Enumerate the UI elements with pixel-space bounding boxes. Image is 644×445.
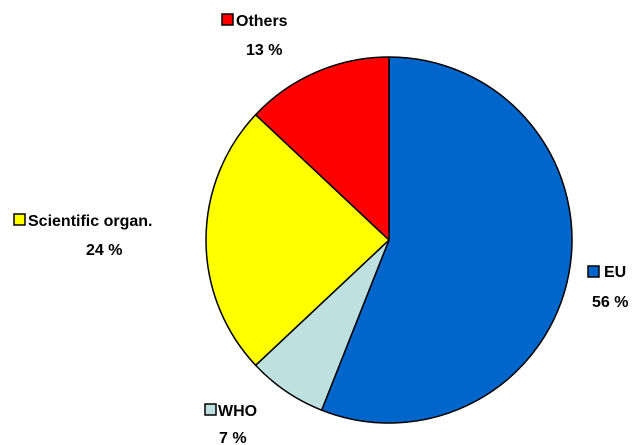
label-who: WHO 7 %	[204, 403, 257, 445]
legend-swatch-others	[221, 13, 234, 26]
slice-label-scientific-organ: Scientific organ.	[28, 213, 152, 230]
slice-label-eu: EU	[604, 264, 626, 281]
pie-slice-others	[254, 56, 390, 241]
slice-label-who: WHO	[218, 403, 257, 420]
legend-swatch-scientific-organ	[13, 213, 26, 226]
slice-value-who: 7 %	[219, 430, 247, 445]
slice-value-eu: 56 %	[592, 294, 628, 311]
legend-swatch-eu	[587, 265, 600, 278]
legend-swatch-who	[204, 403, 217, 416]
pie-slices	[205, 56, 573, 424]
pie-slice-scientific-organ	[205, 113, 390, 367]
slice-label-others: Others	[236, 13, 288, 30]
pie-slice-eu	[320, 56, 573, 424]
slice-value-others: 13 %	[246, 42, 282, 59]
label-eu: EU 56 %	[587, 264, 628, 311]
label-scientific-organ: Scientific organ. 24 %	[13, 213, 152, 259]
label-others: Others 13 %	[221, 13, 288, 59]
slice-value-scientific-organ: 24 %	[86, 242, 122, 259]
